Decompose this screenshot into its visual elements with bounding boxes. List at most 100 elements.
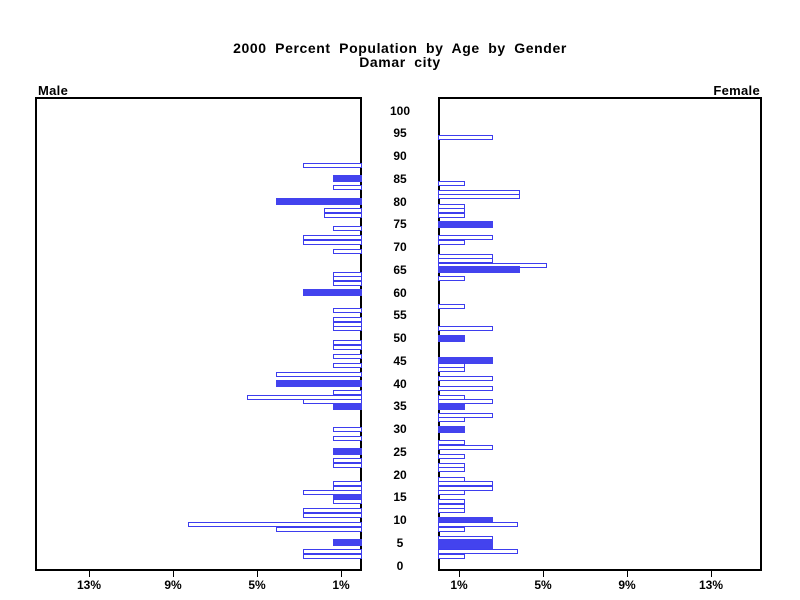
age-axis-label-0: 0 xyxy=(396,558,404,573)
male-bar-age-77 xyxy=(324,212,362,218)
age-axis-label-45: 45 xyxy=(393,353,407,368)
age-axis-label-100: 100 xyxy=(389,103,411,118)
male-bar-age-40 xyxy=(275,380,362,387)
female-bar-age-10 xyxy=(438,516,493,524)
male-bar-age-72 xyxy=(303,235,362,241)
female-bar-age-26 xyxy=(438,444,493,450)
male-x-tick-label-5%: 5% xyxy=(248,578,266,592)
male-panel-label: Male xyxy=(38,83,69,98)
female-bar-age-18 xyxy=(438,481,493,487)
female-bar-age-30 xyxy=(438,425,466,433)
male-bar-age-14 xyxy=(332,499,362,505)
female-bar-age-13 xyxy=(438,503,466,509)
male-bar-age-28 xyxy=(332,435,362,441)
male-bar-age-9 xyxy=(187,522,362,528)
age-axis-label-20: 20 xyxy=(393,467,407,482)
male-x-tick-label-1%: 1% xyxy=(332,578,350,592)
age-axis-label-75: 75 xyxy=(393,217,407,232)
female-x-tick-label-5%: 5% xyxy=(534,578,552,592)
male-chart-area xyxy=(35,97,362,571)
male-bar-age-8 xyxy=(275,526,362,532)
female-bar-age-17 xyxy=(438,485,493,491)
male-bar-age-30 xyxy=(332,426,362,432)
male-bar-age-23 xyxy=(332,458,362,464)
male-bar-age-88 xyxy=(303,162,362,168)
female-bar-age-4 xyxy=(438,543,493,551)
female-panel-label: Female xyxy=(713,83,760,98)
male-bar-age-69 xyxy=(332,249,362,255)
female-bar-age-81 xyxy=(438,194,520,200)
female-bar-age-8 xyxy=(438,526,466,532)
female-bar-age-75 xyxy=(438,220,493,228)
male-bar-age-15 xyxy=(332,493,362,501)
female-bar-age-37 xyxy=(438,394,466,400)
male-bar-age-52 xyxy=(332,326,362,332)
male-bar-age-2 xyxy=(303,553,362,559)
age-axis-label-15: 15 xyxy=(393,490,407,505)
male-x-tick-label-13%: 13% xyxy=(76,578,102,592)
female-bar-age-12 xyxy=(438,508,466,514)
female-x-tick-label-1%: 1% xyxy=(450,578,468,592)
female-bar-age-24 xyxy=(438,453,466,459)
male-bar-age-42 xyxy=(275,371,362,377)
male-x-tick-5% xyxy=(257,571,258,577)
male-x-tick-9% xyxy=(173,571,174,577)
female-bar-age-79 xyxy=(438,203,466,209)
male-bar-age-3 xyxy=(303,549,362,555)
chart-title-line1: 2000 Percent Population by Age by Gender xyxy=(233,40,567,56)
female-bar-age-65 xyxy=(438,266,520,274)
female-bar-age-57 xyxy=(438,303,466,309)
female-bar-age-33 xyxy=(438,412,493,418)
female-chart-area xyxy=(438,97,762,571)
female-bar-age-71 xyxy=(438,239,466,245)
male-bar-age-53 xyxy=(332,321,362,327)
female-bar-age-84 xyxy=(438,180,466,186)
male-bar-age-18 xyxy=(332,481,362,487)
female-bar-age-44 xyxy=(438,362,466,368)
male-bar-age-37 xyxy=(246,394,362,400)
age-axis-label-35: 35 xyxy=(393,399,407,414)
male-bar-age-5 xyxy=(332,539,362,547)
age-axis-label-5: 5 xyxy=(396,535,404,550)
female-bar-age-68 xyxy=(438,253,493,259)
female-x-tick-1% xyxy=(459,571,460,577)
male-bar-age-80 xyxy=(275,198,362,205)
female-bar-age-77 xyxy=(438,212,466,218)
male-bar-age-56 xyxy=(332,308,362,314)
female-x-tick-9% xyxy=(627,571,628,577)
male-bar-age-63 xyxy=(332,276,362,282)
male-bar-age-48 xyxy=(332,344,362,350)
female-bar-age-41 xyxy=(438,376,493,382)
female-bar-age-67 xyxy=(438,258,493,264)
female-bar-age-63 xyxy=(438,276,466,282)
age-axis-label-80: 80 xyxy=(393,194,407,209)
age-axis-label-85: 85 xyxy=(393,171,407,186)
chart-title-line2: Damar city xyxy=(359,54,441,70)
female-bar-age-2 xyxy=(438,553,466,559)
age-axis-label-10: 10 xyxy=(393,513,407,527)
male-bar-age-17 xyxy=(332,485,362,491)
male-bar-age-74 xyxy=(332,226,362,232)
female-x-tick-label-9%: 9% xyxy=(618,578,636,592)
age-axis-label-70: 70 xyxy=(393,240,407,254)
age-axis-label-40: 40 xyxy=(393,376,407,391)
female-bar-age-52 xyxy=(438,326,493,332)
male-bar-age-83 xyxy=(332,185,362,191)
female-bar-age-22 xyxy=(438,462,466,468)
male-bar-age-64 xyxy=(332,271,362,277)
female-bar-age-21 xyxy=(438,467,466,473)
age-axis-label-95: 95 xyxy=(393,126,407,141)
male-bar-age-38 xyxy=(332,390,362,396)
female-bar-age-45 xyxy=(438,357,493,365)
male-bar-age-71 xyxy=(303,239,362,245)
male-bar-age-49 xyxy=(332,340,362,346)
male-bar-age-22 xyxy=(332,462,362,468)
female-bar-age-32 xyxy=(438,417,466,423)
chart-title: 2000 Percent Population by Age by Gender… xyxy=(0,41,800,69)
male-bar-age-44 xyxy=(332,362,362,368)
male-bar-age-85 xyxy=(332,175,362,183)
female-bar-age-82 xyxy=(438,189,520,195)
male-bar-age-25 xyxy=(332,448,362,456)
age-axis-label-25: 25 xyxy=(393,444,407,459)
